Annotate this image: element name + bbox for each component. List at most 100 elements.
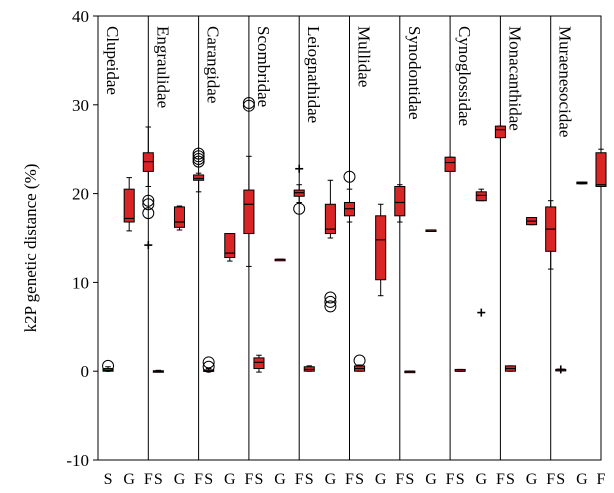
x-tick-label: G [425,471,437,488]
family-label: Synodontidae [405,26,424,120]
extreme-point [192,150,205,163]
family-label: Muraenesocidae [556,26,575,137]
x-tick-label: F [395,471,404,488]
family-label: Clupeidae [103,26,122,95]
box-body [123,188,135,223]
extreme-point [324,295,337,308]
x-tick-label: F [496,471,505,488]
family-group [353,184,406,372]
extreme-point [142,207,155,220]
x-tick-label: F [194,471,203,488]
box-F [444,156,456,172]
box-S [454,368,466,372]
box-F [192,147,205,193]
x-tick-label: G [274,471,286,488]
x-tick-label: G [174,471,186,488]
x-tick-label: G [476,471,488,488]
box-body [193,174,205,181]
box-G [475,188,487,317]
family-label: Leiognathidae [304,26,323,123]
box-F [494,125,506,139]
extreme-point [242,99,255,112]
x-tick-label: S [255,471,264,488]
y-tick-label: -10 [66,451,89,470]
extreme-point [293,202,306,215]
x-tick-label: S [355,471,364,488]
box-G [324,179,337,313]
x-tick-label: S [305,471,314,488]
extreme-point [324,300,337,313]
extreme-point [102,359,115,372]
extreme-point [202,360,215,373]
box-F [142,126,155,250]
x-tick-label: G [526,471,538,488]
x-tick-label: S [506,471,515,488]
x-tick-label: F [597,471,606,488]
family-label: Scombridae [254,26,273,107]
box-body [475,191,487,202]
x-tick-label: F [144,471,153,488]
extreme-point [202,356,215,369]
extreme-point [343,170,356,183]
box-body [243,189,255,235]
family-label: Mullidae [355,26,374,87]
extreme-point [242,97,255,110]
family-group [303,170,356,372]
box-G [123,177,135,232]
box-body [595,152,607,187]
family-group [102,126,155,372]
box-body [375,215,387,281]
box-S [555,365,567,374]
family-group [202,97,255,373]
family-group [504,200,557,372]
x-tick-label: S [104,471,113,488]
family-label: Carangidae [204,26,223,103]
box-F [343,170,356,223]
x-tick-label: S [456,471,465,488]
extreme-point [142,194,155,207]
box-G [425,229,437,233]
box-S [404,370,416,374]
box-body [224,233,236,259]
extreme-point [192,155,205,168]
x-tick-label: G [325,471,337,488]
x-tick-label: G [224,471,236,488]
y-tick-label: 40 [72,7,89,26]
x-tick-label: F [446,471,455,488]
box-F [394,184,406,223]
family-group [404,156,456,374]
x-tick-label: F [295,471,304,488]
box-S [253,354,265,373]
y-tick-label: 10 [72,273,89,292]
box-series [102,97,607,374]
box-G [173,205,186,231]
box-G [375,203,387,297]
box-S [303,365,315,372]
x-tick-label: G [375,471,387,488]
x-tick-label: S [154,471,163,488]
extreme-point [192,152,205,165]
family-labels: Clupeidae Engraulidae Carangidae Scombridae… [103,26,575,137]
box-S [504,365,516,372]
extreme-point [353,354,366,367]
x-tick-label: S [204,471,213,488]
family-label: Cynoglossidae [455,26,474,126]
x-tick-label: G [576,471,588,488]
y-tick-label: 30 [72,96,89,115]
box-S [102,359,115,372]
box-G [274,258,286,262]
box-body [494,125,506,139]
extreme-point [324,291,337,304]
family-group [555,148,607,374]
y-tick-label: 20 [72,185,89,204]
family-group [152,147,205,373]
box-body [394,185,406,217]
y-axis: -10 0 10 20 30 40 [66,7,98,470]
box-body [324,203,336,235]
extreme-point [192,147,205,160]
x-tick-label: F [244,471,253,488]
box-S [152,369,164,373]
family-label: Monacanthidae [505,26,524,131]
